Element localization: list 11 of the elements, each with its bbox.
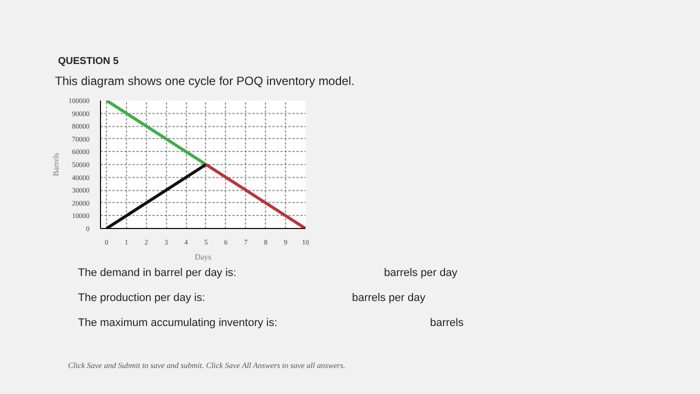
chart-title: QUESTION 5: [58, 55, 119, 69]
text: Click Save and Submit to save and submit. Click Save All Answers to save all answers.: [68, 360, 346, 372]
text: barrels per day: [384, 266, 458, 281]
text: barrels: [430, 316, 464, 331]
x-axis-title: Days: [194, 252, 212, 262]
chart-subtitle: This diagram shows one cycle for POQ inventory model.: [55, 73, 354, 90]
y-axis-title: Barrels: [52, 152, 60, 176]
text: The demand in barrel per day is:: [78, 266, 236, 281]
text: barrels per day: [352, 291, 426, 306]
text: The maximum accumulating inventory is:: [78, 316, 278, 331]
text: The production per day is:: [78, 291, 206, 306]
